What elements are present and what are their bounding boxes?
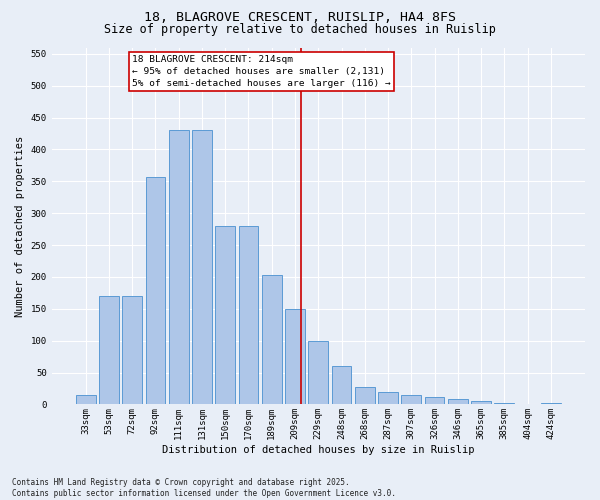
Bar [122, 296, 142, 405]
Bar [355, 386, 374, 404]
Bar [262, 275, 281, 404]
Bar [99, 296, 119, 405]
Bar [494, 402, 514, 404]
Bar [308, 340, 328, 404]
Bar [378, 392, 398, 404]
Bar [146, 177, 166, 404]
X-axis label: Distribution of detached houses by size in Ruislip: Distribution of detached houses by size … [162, 445, 475, 455]
Text: 18 BLAGROVE CRESCENT: 214sqm
← 95% of detached houses are smaller (2,131)
5% of : 18 BLAGROVE CRESCENT: 214sqm ← 95% of de… [132, 55, 391, 88]
Bar [541, 402, 561, 404]
Bar [285, 309, 305, 404]
Bar [239, 226, 259, 404]
Bar [332, 366, 352, 405]
Bar [169, 130, 188, 404]
Text: Size of property relative to detached houses in Ruislip: Size of property relative to detached ho… [104, 22, 496, 36]
Bar [448, 400, 468, 404]
Bar [471, 401, 491, 404]
Bar [76, 395, 95, 404]
Text: 18, BLAGROVE CRESCENT, RUISLIP, HA4 8FS: 18, BLAGROVE CRESCENT, RUISLIP, HA4 8FS [144, 11, 456, 24]
Bar [215, 226, 235, 404]
Bar [425, 397, 445, 404]
Y-axis label: Number of detached properties: Number of detached properties [15, 136, 25, 316]
Bar [192, 130, 212, 404]
Text: Contains HM Land Registry data © Crown copyright and database right 2025.
Contai: Contains HM Land Registry data © Crown c… [12, 478, 396, 498]
Bar [401, 395, 421, 404]
